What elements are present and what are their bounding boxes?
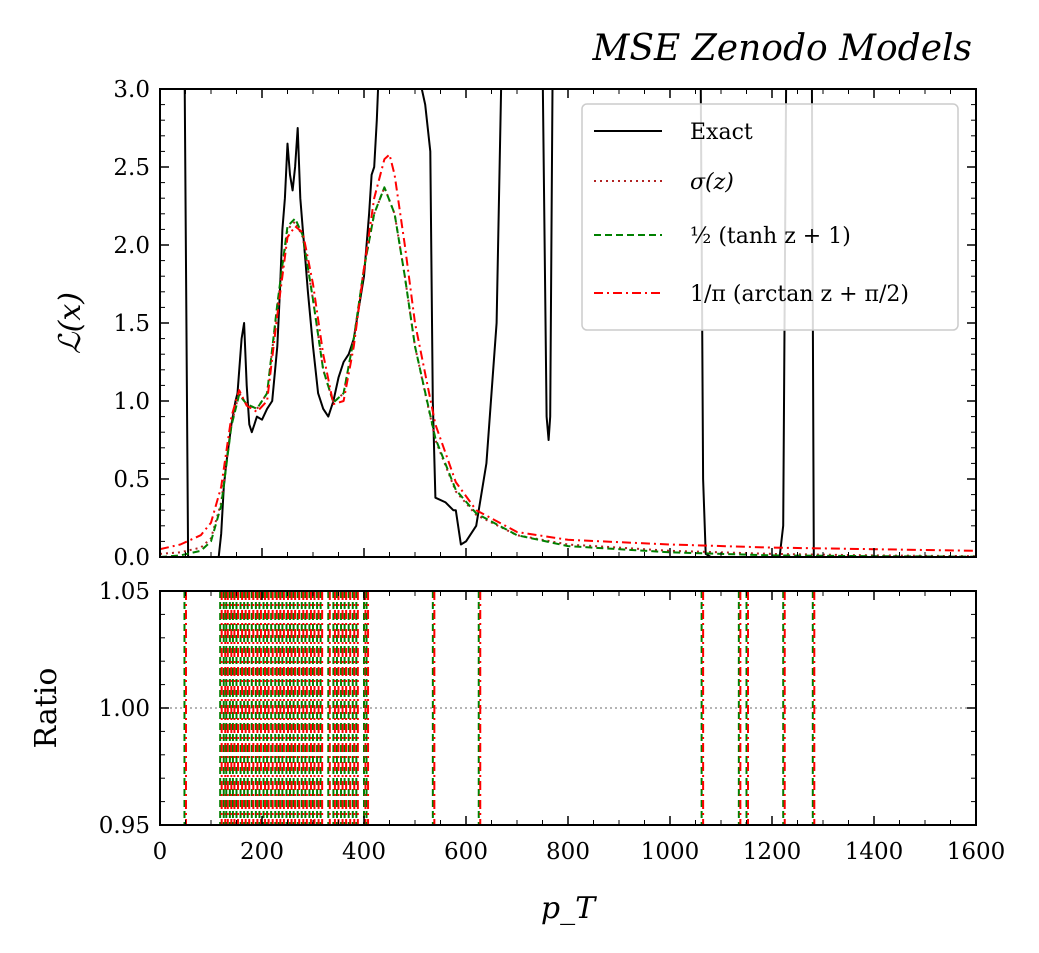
chart-title: MSE Zenodo Models bbox=[592, 28, 972, 69]
y-tick-label: 0.5 bbox=[113, 467, 150, 493]
x-tick-label: 1200 bbox=[743, 839, 802, 865]
y-tick-label: 0.95 bbox=[99, 813, 150, 839]
legend: Exact σ(z) ½ (tanh z + 1) 1/π (arctan z … bbox=[581, 103, 959, 331]
top-y-axis-label: ℒ(x) bbox=[53, 292, 88, 354]
y-tick-label: 1.05 bbox=[99, 579, 150, 605]
series-line-3 bbox=[160, 153, 976, 552]
legend-label-arctan: 1/π (arctan z + π/2) bbox=[690, 282, 909, 307]
top-series-group bbox=[160, 89, 976, 557]
y-tick-label: 1.5 bbox=[113, 311, 150, 337]
top-panel: 0.0 0.5 1.0 1.5 2.0 2.5 3.0 ℒ(x) Exact σ(z) ½ … bbox=[53, 77, 977, 571]
x-tick-label: 400 bbox=[342, 839, 386, 865]
legend-label-sigma: σ(z) bbox=[690, 170, 734, 195]
y-tick-label: 3.0 bbox=[113, 77, 150, 103]
legend-label-exact: Exact bbox=[690, 120, 753, 145]
y-tick-label: 0.0 bbox=[113, 545, 150, 571]
x-tick-label: 1400 bbox=[845, 839, 904, 865]
series-line-0 bbox=[183, 89, 976, 557]
x-tick-label: 1600 bbox=[947, 839, 1006, 865]
y-tick-label: 1.00 bbox=[99, 696, 150, 722]
bottom-tick-group: 0.95 1.00 1.05 0 200 400 600 800 1000 1200 1400 160… bbox=[99, 579, 1005, 865]
legend-label-tanh: ½ (tanh z + 1) bbox=[690, 224, 851, 249]
x-axis-label: p_T bbox=[541, 891, 597, 926]
x-tick-label: 600 bbox=[444, 839, 488, 865]
x-tick-label: 800 bbox=[546, 839, 590, 865]
top-tick-group: 0.0 0.5 1.0 1.5 2.0 2.5 3.0 bbox=[113, 77, 977, 571]
x-tick-label: 0 bbox=[153, 839, 168, 865]
bottom-series-group bbox=[160, 591, 976, 825]
legend-box bbox=[581, 103, 959, 331]
y-tick-label: 2.5 bbox=[113, 155, 150, 181]
bottom-panel: 0.95 1.00 1.05 0 200 400 600 800 1000 1200 1400 160… bbox=[29, 579, 1005, 926]
x-tick-label: 1000 bbox=[641, 839, 700, 865]
y-tick-label: 1.0 bbox=[113, 389, 150, 415]
y-tick-label: 2.0 bbox=[113, 233, 150, 259]
x-tick-label: 200 bbox=[240, 839, 284, 865]
bottom-y-axis-label: Ratio bbox=[29, 668, 64, 749]
series-line-2 bbox=[160, 186, 976, 557]
